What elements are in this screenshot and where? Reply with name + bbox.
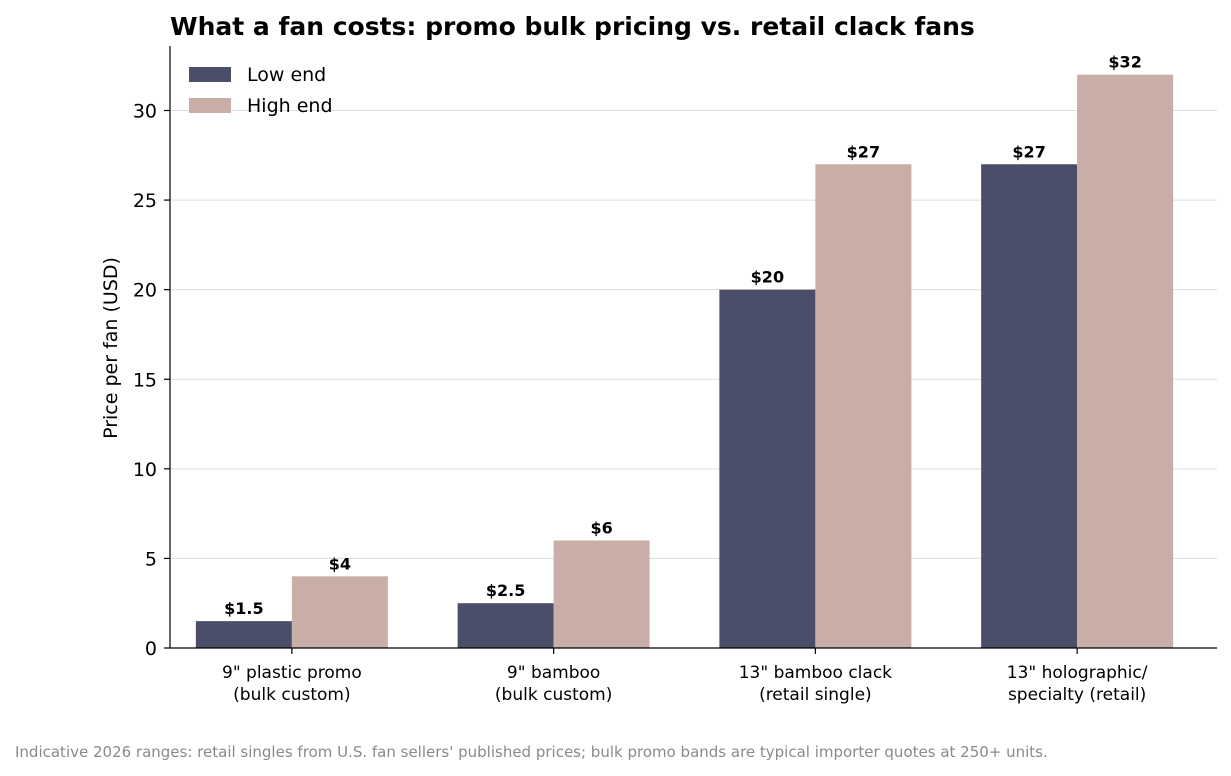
- bar-value-label: $27: [1012, 142, 1045, 161]
- bar-value-label: $20: [751, 268, 784, 287]
- bar-high-end: [815, 164, 912, 648]
- bar-low-end: [981, 164, 1078, 648]
- data-labels: $1.5 $4 $2.5 $6 $20 $27 $27 $32: [224, 53, 1142, 618]
- y-tick-label: 25: [133, 190, 157, 212]
- x-tick-label: 9" bamboo: [507, 663, 600, 683]
- legend-label: Low end: [247, 64, 326, 86]
- y-tick-label: 20: [133, 280, 157, 302]
- bar-value-label: $2.5: [486, 581, 525, 600]
- x-tick-label: (retail single): [759, 685, 872, 705]
- bars: [195, 74, 1174, 648]
- legend-swatch: [189, 98, 231, 113]
- x-tick-label: 9" plastic promo: [222, 663, 362, 683]
- x-tick-label: 13" bamboo clack: [739, 663, 892, 683]
- x-ticks: 9" plastic promo(bulk custom)9" bamboo(b…: [222, 648, 1148, 705]
- bar-high-end: [291, 576, 388, 648]
- x-tick-label: specialty (retail): [1008, 685, 1146, 705]
- legend: Low end High end: [189, 64, 333, 117]
- bar-value-label: $6: [590, 519, 612, 538]
- y-tick-label: 5: [145, 548, 157, 570]
- legend-label: High end: [247, 95, 333, 117]
- legend-swatch: [189, 67, 231, 82]
- y-axis-label: Price per fan (USD): [100, 257, 122, 439]
- x-tick-label: (bulk custom): [233, 685, 350, 705]
- y-ticks: 0 5 10 15 20 25 30: [133, 101, 170, 660]
- bar-value-label: $4: [329, 554, 351, 573]
- x-tick-label: (bulk custom): [495, 685, 612, 705]
- y-tick-label: 10: [133, 459, 157, 481]
- bar-high-end: [553, 540, 650, 648]
- bar-value-label: $1.5: [224, 599, 263, 618]
- bar-low-end: [719, 289, 816, 648]
- y-tick-label: 30: [133, 101, 157, 123]
- bar-value-label: $32: [1108, 53, 1141, 72]
- bar-high-end: [1077, 74, 1174, 648]
- y-tick-label: 0: [145, 638, 157, 660]
- bar-value-label: $27: [847, 142, 880, 161]
- footnote: Indicative 2026 ranges: retail singles f…: [15, 743, 1048, 761]
- bar-low-end: [195, 621, 292, 648]
- y-tick-label: 15: [133, 369, 157, 391]
- chart-title: What a fan costs: promo bulk pricing vs.…: [170, 12, 975, 41]
- x-tick-label: 13" holographic/: [1007, 663, 1148, 683]
- bar-low-end: [457, 603, 554, 648]
